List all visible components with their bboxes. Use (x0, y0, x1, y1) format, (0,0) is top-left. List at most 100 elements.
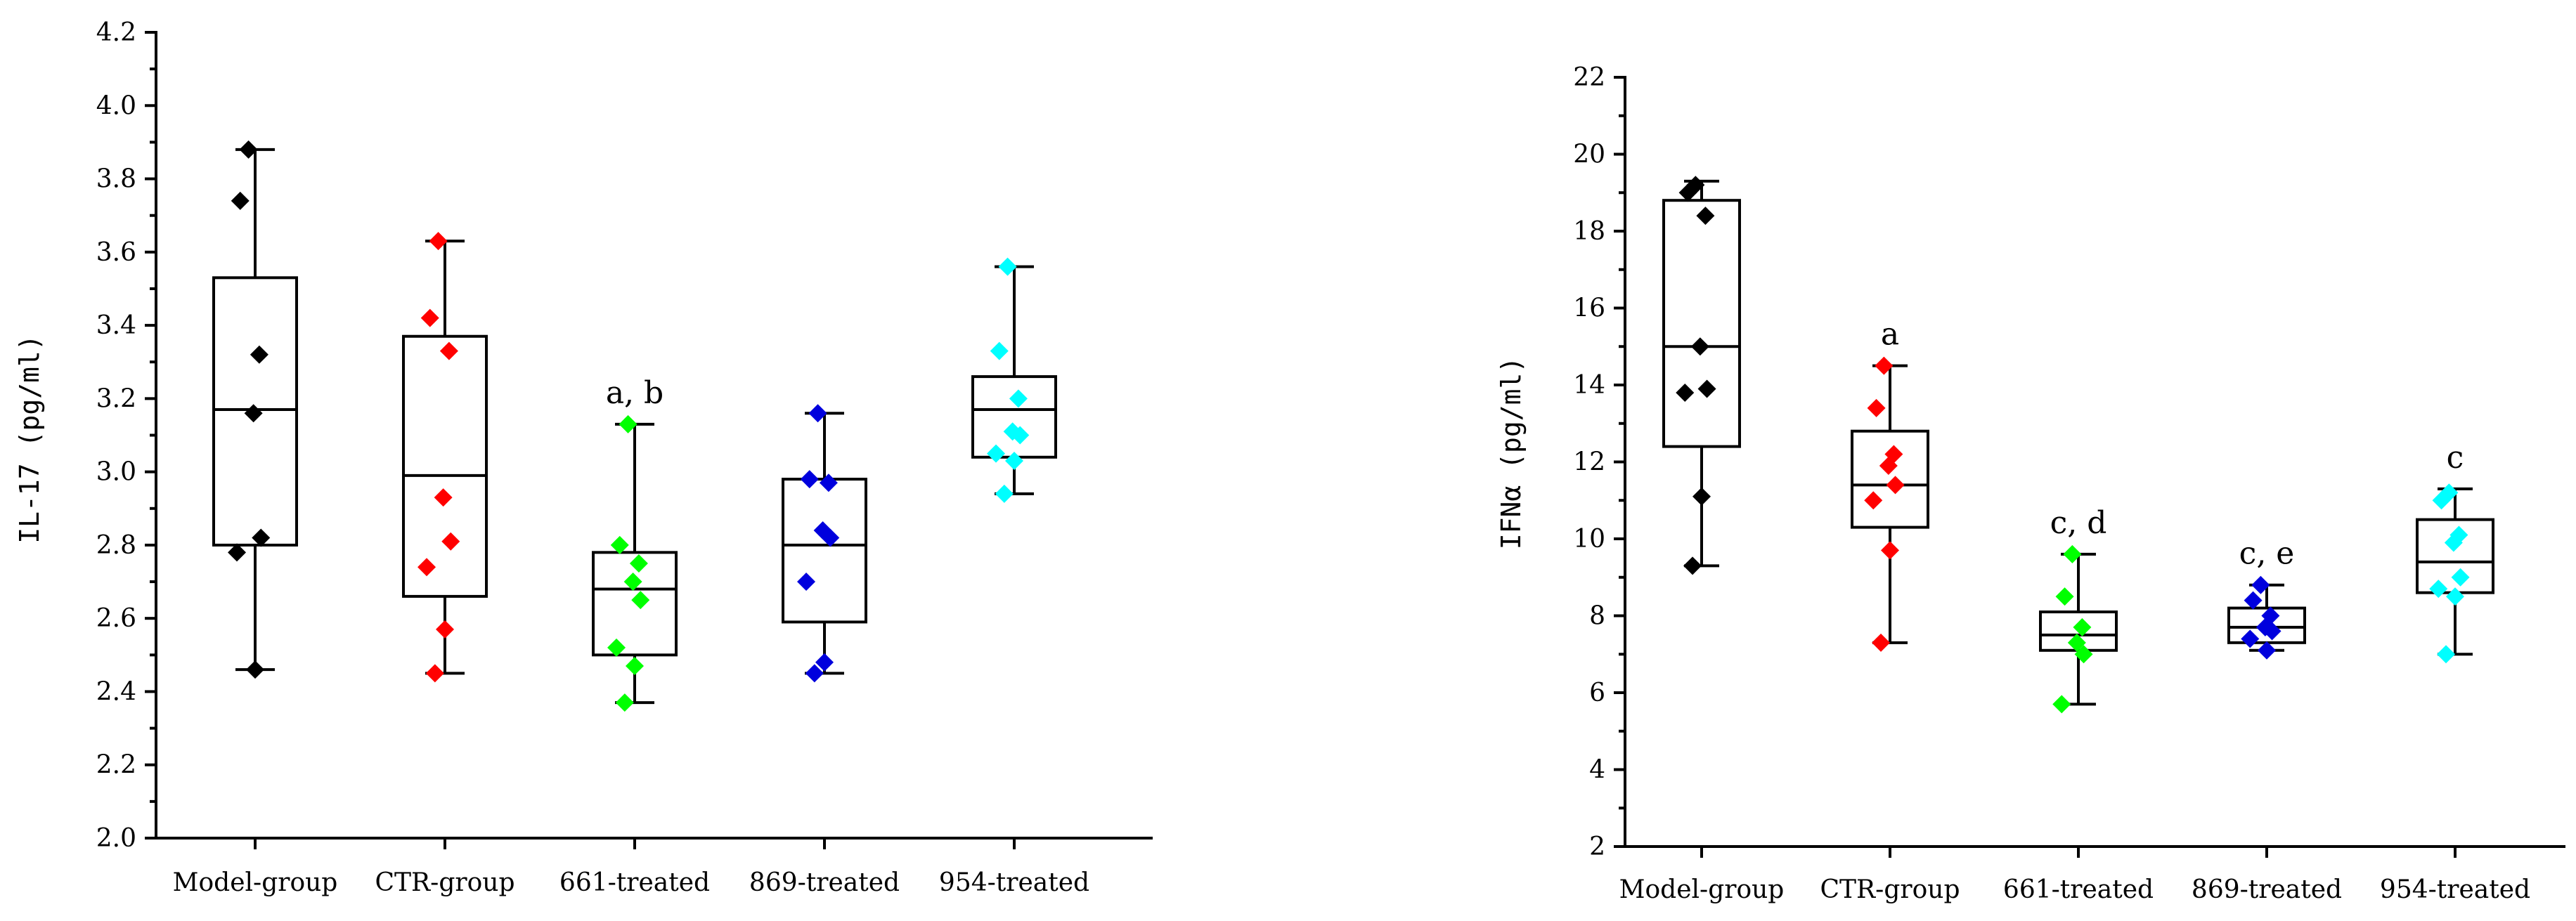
y-tick-label: 2.6 (96, 604, 136, 633)
data-point (2074, 645, 2093, 664)
data-point (1005, 451, 1023, 470)
y-tick-label: 16 (1573, 294, 1605, 323)
data-point (2244, 591, 2263, 610)
data-point (629, 554, 648, 573)
x-tick-label: CTR-group (375, 868, 515, 897)
data-point (418, 558, 436, 577)
data-point (2444, 533, 2463, 552)
data-point (2052, 695, 2071, 714)
y-tick-label: 8 (1589, 602, 1605, 631)
iqr-box (402, 334, 488, 598)
data-point (2263, 622, 2281, 641)
x-tick-label: 954-treated (2380, 875, 2530, 904)
x-tick-label: 869-treated (2192, 875, 2342, 904)
data-point (987, 444, 1006, 463)
data-point (420, 308, 439, 327)
data-point (244, 404, 263, 423)
significance-label: c (2447, 440, 2464, 476)
data-point (2258, 641, 2276, 660)
x-tick-label: CTR-group (1820, 875, 1960, 904)
x-tick-label: 869-treated (749, 868, 900, 897)
data-point (615, 693, 634, 712)
box-group-1: CTR-group a (1820, 317, 1960, 904)
data-point (228, 543, 247, 562)
data-point (2067, 633, 2086, 652)
data-point (1881, 541, 1899, 560)
data-point (439, 341, 458, 360)
y-tick-label: 4.0 (96, 91, 136, 120)
y-tick-label: 3.4 (96, 311, 136, 340)
significance-label: c, d (2050, 505, 2107, 541)
x-tick-label: Model-group (173, 868, 338, 897)
data-point (2241, 629, 2260, 648)
iqr-box (782, 478, 867, 624)
data-point (231, 191, 250, 210)
box-group-2: 661-treated c, d (2003, 505, 2154, 904)
y-axis-label: IFNα (pg/ml) (1496, 357, 1527, 550)
data-point (436, 620, 454, 639)
y-tick-label: 2.2 (96, 751, 136, 780)
data-point (2055, 587, 2074, 606)
data-point (1683, 556, 1702, 575)
ifna-boxplot: 2 4 6 8 10 12 14 16 18 20 22 IFNα (pg/ml) Model-grou… (1496, 63, 2565, 904)
data-point (1879, 456, 1898, 475)
data-point (2429, 580, 2448, 599)
y-tick-label: 2.8 (96, 531, 136, 560)
box-group-4: 954-treated (939, 257, 1089, 897)
data-point (1697, 379, 1716, 398)
significance-label: a (1881, 317, 1899, 353)
data-point (425, 664, 444, 683)
y-tick-label: 3.2 (96, 384, 136, 413)
box-group-0: Model-group (173, 140, 338, 897)
data-point (1678, 183, 1697, 202)
box-group-3: 869-treated c, e (2192, 536, 2342, 904)
y-tick-label: 3.6 (96, 238, 136, 267)
data-point (2432, 491, 2451, 510)
significance-label: c, e (2239, 536, 2295, 572)
box-group-0: Model-group (1619, 176, 1784, 904)
data-point (610, 535, 629, 554)
data-point (2451, 568, 2470, 587)
data-point (797, 573, 816, 592)
data-point (819, 473, 838, 492)
data-point (626, 656, 644, 675)
iqr-box (592, 551, 678, 657)
data-point (815, 653, 834, 672)
data-point (1886, 476, 1905, 495)
iqr-box (971, 375, 1057, 459)
y-tick-label: 4.2 (96, 18, 136, 47)
data-point (2446, 587, 2464, 606)
y-tick-label: 2 (1589, 832, 1605, 861)
y-axis-label: IL-17 (pg/ml) (14, 334, 45, 543)
data-point (441, 532, 460, 551)
data-point (1690, 337, 1709, 356)
data-point (821, 528, 840, 547)
data-point (2063, 544, 2082, 563)
box-group-1: CTR-group (375, 232, 515, 897)
y-tick-label: 22 (1573, 63, 1605, 92)
data-point (2251, 575, 2270, 594)
data-point (2073, 618, 2092, 636)
iqr-box (2039, 610, 2118, 652)
data-point (429, 232, 448, 251)
il17-boxplot: 2.0 2.2 2.4 2.6 2.8 3.0 3.2 3.4 3.6 3.8 4.0 4.2 IL-1… (14, 18, 1153, 897)
data-point (252, 528, 271, 547)
data-point (1875, 356, 1894, 375)
y-tick-label: 3.8 (96, 165, 136, 194)
y-tick-label: 10 (1573, 525, 1605, 554)
y-tick-label: 2.0 (96, 824, 136, 853)
y-tick-label: 2.4 (96, 677, 136, 706)
significance-label: a, b (606, 375, 664, 411)
y-tick-label: 14 (1573, 371, 1605, 400)
x-tick-label: 661-treated (2003, 875, 2154, 904)
data-point (805, 664, 824, 683)
data-point (995, 484, 1014, 503)
y-tick-label: 20 (1573, 141, 1605, 169)
data-point (2437, 645, 2456, 664)
data-point (1009, 389, 1028, 408)
iqr-box (1662, 199, 1741, 448)
y-tick-label: 6 (1589, 679, 1605, 707)
iqr-box (1851, 429, 1929, 529)
data-point (631, 591, 650, 610)
